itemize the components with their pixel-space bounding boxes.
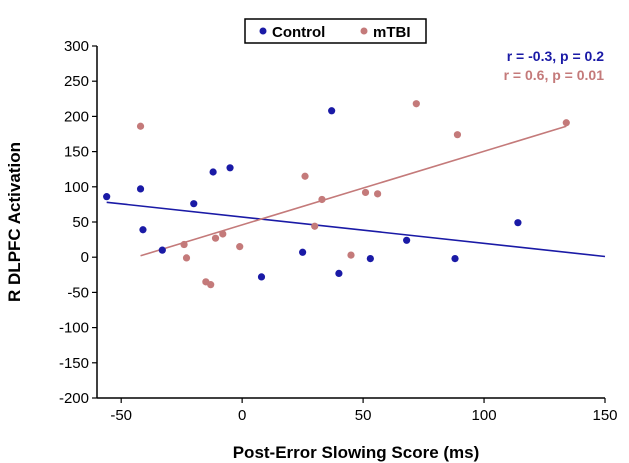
point-control [514, 219, 522, 227]
point-mtbi [182, 254, 191, 262]
stat-label-mtbi: r = 0.6, p = 0.01 [504, 67, 605, 83]
fit-line-control [106, 201, 606, 258]
fit-lines [106, 125, 606, 258]
y-tick-label: 100 [64, 179, 89, 196]
y-tick-label: -200 [59, 390, 89, 407]
point-mtbi [236, 243, 244, 251]
point-control [335, 269, 343, 277]
point-mtbi [301, 172, 309, 180]
point-control [451, 255, 459, 263]
point-control [103, 193, 111, 201]
y-tick-label: 150 [64, 144, 89, 161]
x-tick-label: 150 [592, 407, 617, 424]
legend: Control mTBI [244, 18, 427, 44]
y-tick-label: 50 [72, 214, 89, 231]
point-mtbi [374, 190, 382, 198]
legend-label-mtbi: mTBI [373, 24, 411, 41]
point-mtbi [180, 240, 188, 249]
fit-line-mtbi [140, 125, 567, 257]
y-tick-label: 200 [64, 108, 89, 125]
point-mtbi [207, 281, 215, 289]
stat-label-control: r = -0.3, p = 0.2 [507, 48, 604, 64]
x-tick-label: 0 [238, 407, 246, 424]
axes: -200 -150 -100 -50 0 50 100 150 200 250 300 -50 0 50 1… [59, 38, 618, 424]
y-tick-label: 250 [64, 73, 89, 90]
point-mtbi [347, 251, 355, 259]
point-control [136, 185, 145, 193]
y-axis-title: R DLPFC Activation [5, 142, 24, 302]
legend-marker-mtbi [360, 27, 368, 35]
point-mtbi [136, 122, 145, 130]
point-control [257, 273, 266, 281]
point-mtbi [453, 131, 462, 139]
y-tick-label: 0 [81, 249, 89, 266]
y-tick-label: 300 [64, 38, 89, 55]
y-tick-label: -150 [59, 355, 89, 372]
point-mtbi [318, 195, 326, 204]
point-control [139, 226, 147, 234]
point-mtbi [412, 100, 420, 108]
point-control [403, 236, 411, 244]
point-mtbi [562, 119, 570, 127]
x-tick-label: -50 [110, 407, 132, 424]
x-axis-title: Post-Error Slowing Score (ms) [233, 443, 480, 462]
point-control [158, 246, 166, 254]
x-tick-label: 100 [472, 407, 497, 424]
data-points [103, 100, 570, 289]
point-mtbi [361, 188, 370, 197]
point-control [190, 200, 198, 208]
point-control [209, 168, 217, 176]
y-tick-label: -50 [67, 284, 89, 301]
y-tick-label: -100 [59, 320, 89, 337]
point-control [366, 255, 374, 263]
point-mtbi [311, 222, 319, 230]
point-control [226, 164, 234, 172]
legend-label-control: Control [272, 24, 325, 41]
point-control [328, 107, 336, 115]
point-mtbi [219, 230, 227, 238]
x-tick-label: 50 [355, 407, 372, 424]
legend-box [244, 18, 427, 44]
point-control [299, 248, 307, 256]
legend-marker-control [259, 27, 267, 35]
point-mtbi [211, 234, 220, 242]
